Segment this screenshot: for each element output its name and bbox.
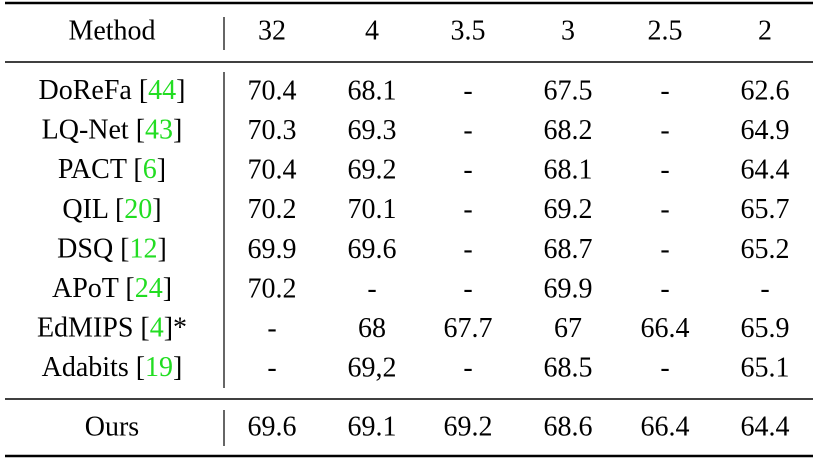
accuracy-cell: -	[760, 273, 769, 304]
accuracy-cell: 68.2	[544, 115, 593, 146]
header-cell: 3	[561, 15, 575, 46]
method-name: Ours	[85, 411, 139, 442]
accuracy-cell: 64.4	[741, 411, 790, 442]
accuracy-cell: 68.7	[544, 234, 593, 265]
accuracy-cell: 69.6	[248, 411, 297, 442]
accuracy-cell: 69.6	[348, 234, 397, 265]
accuracy-cell: -	[660, 155, 669, 186]
accuracy-cell: 70.1	[348, 194, 397, 225]
accuracy-cell: 67	[554, 313, 582, 344]
accuracy-cell: 70.3	[248, 115, 297, 146]
accuracy-cell: -	[367, 273, 376, 304]
method-name: Adabits [19]	[42, 353, 183, 384]
method-name: EdMIPS [4]*	[37, 313, 187, 344]
accuracy-cell: 69,2	[348, 353, 397, 384]
accuracy-cell: -	[463, 155, 472, 186]
accuracy-cell: -	[660, 194, 669, 225]
accuracy-cell: 69.2	[544, 194, 593, 225]
method-name: LQ-Net [43]	[42, 115, 183, 146]
accuracy-cell: 69.3	[348, 115, 397, 146]
accuracy-cell: 65.2	[741, 234, 790, 265]
accuracy-cell: 70.2	[248, 194, 297, 225]
accuracy-cell: -	[660, 115, 669, 146]
accuracy-cell: -	[660, 234, 669, 265]
accuracy-cell: -	[463, 234, 472, 265]
header-cell: 2.5	[648, 15, 683, 46]
header-cell: 4	[365, 15, 379, 46]
accuracy-cell: 68	[358, 313, 386, 344]
method-name: DoReFa [44]	[39, 75, 186, 106]
accuracy-cell: 65.1	[741, 353, 790, 384]
method-name: DSQ [12]	[57, 234, 167, 265]
header-cell: 32	[258, 15, 286, 46]
accuracy-cell: 65.7	[741, 194, 790, 225]
method-name: PACT [6]	[58, 155, 166, 186]
accuracy-cell: 67.7	[444, 313, 493, 344]
accuracy-cell: -	[463, 194, 472, 225]
accuracy-cell: 62.6	[741, 75, 790, 106]
header-cell: 3.5	[451, 15, 486, 46]
accuracy-cell: -	[267, 313, 276, 344]
accuracy-cell: -	[463, 353, 472, 384]
accuracy-cell: 68.5	[544, 353, 593, 384]
accuracy-cell: 66.4	[641, 313, 690, 344]
accuracy-cell: 65.9	[741, 313, 790, 344]
accuracy-cell: -	[463, 273, 472, 304]
accuracy-cell: -	[660, 273, 669, 304]
accuracy-cell: 64.4	[741, 155, 790, 186]
accuracy-cell: 69.1	[348, 411, 397, 442]
header-cell: 2	[758, 15, 772, 46]
accuracy-cell: 69.9	[248, 234, 297, 265]
accuracy-cell: 67.5	[544, 75, 593, 106]
method-name: APoT [24]	[52, 273, 172, 304]
accuracy-cell: 69.2	[348, 155, 397, 186]
accuracy-cell: 66.4	[641, 411, 690, 442]
accuracy-cell: -	[267, 353, 276, 384]
accuracy-cell: 69.9	[544, 273, 593, 304]
accuracy-cell: 69.2	[444, 411, 493, 442]
accuracy-cell: 68.1	[348, 75, 397, 106]
accuracy-cell: -	[660, 353, 669, 384]
accuracy-cell: -	[660, 75, 669, 106]
accuracy-cell: 64.9	[741, 115, 790, 146]
method-name: QIL [20]	[62, 194, 161, 225]
accuracy-cell: -	[463, 115, 472, 146]
accuracy-cell: 70.4	[248, 155, 297, 186]
accuracy-cell: 68.6	[544, 411, 593, 442]
accuracy-cell: -	[463, 75, 472, 106]
header-method: Method	[68, 15, 155, 46]
accuracy-cell: 70.2	[248, 273, 297, 304]
accuracy-cell: 70.4	[248, 75, 297, 106]
accuracy-cell: 68.1	[544, 155, 593, 186]
